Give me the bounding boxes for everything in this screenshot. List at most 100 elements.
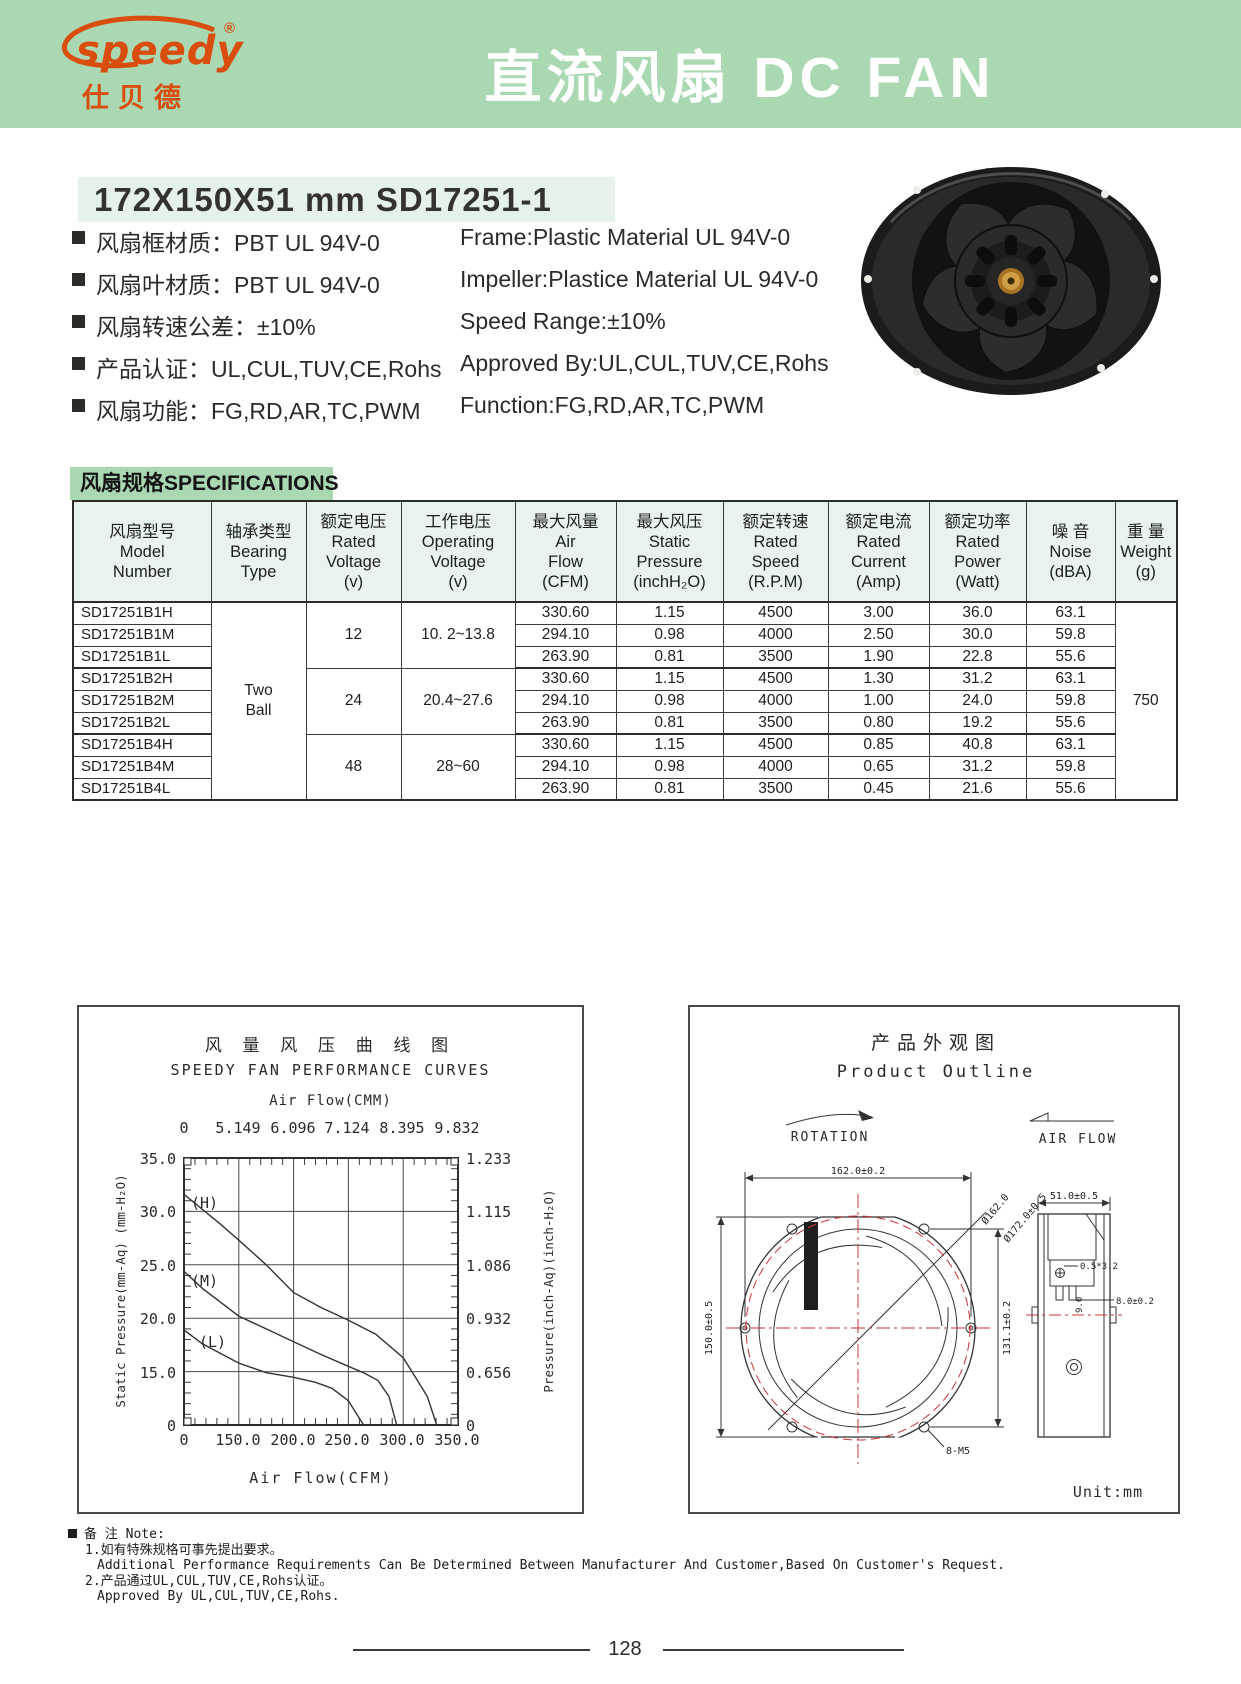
cell-airflow: 294.10 [514,755,617,779]
left-tick: 25.0 [139,1257,176,1275]
cell-model: SD17251B1H [72,601,212,625]
column-header: 重 量 Weight (g) [1114,500,1178,603]
left-tick: 20.0 [139,1310,176,1328]
table-row: SD17251B4H 48 28~60 330.60 1.15 4500 0.8… [72,733,1177,801]
page-number: 128 [608,1638,642,1660]
bottom-tick: 150.0 [215,1431,261,1449]
cell-voltage: 12 [305,601,402,669]
cell-noise: 63.1 [1025,601,1116,625]
left-tick: 35.0 [139,1150,176,1168]
cell-current: 0.85 [827,733,930,757]
cell-power: 24.0 [928,689,1027,713]
spec-cn: 风扇转速公差：±10% [96,314,316,340]
cell-airflow: 263.90 [514,777,617,801]
column-header: 额定电压 Rated Voltage (v) [305,500,402,603]
cell-model: SD17251B1M [72,623,212,647]
spec-en: Speed Range:±10% [460,308,666,334]
table-header-row: 风扇型号 Model Number 轴承类型 Bearing Type 额定电压… [72,500,1178,603]
cell-pressure: 0.81 [615,711,724,735]
bottom-tick: 250.0 [324,1431,370,1449]
cell-pressure: 1.15 [615,667,724,691]
cell-current: 0.65 [827,755,930,779]
top-tick: 0 [179,1119,189,1137]
cell-speed: 4500 [722,601,829,625]
spec-en: Frame:Plastic Material UL 94V-0 [460,224,791,250]
specifications-table: 风扇型号 Model Number 轴承类型 Bearing Type 额定电压… [72,500,1178,801]
cell-current: 1.00 [827,689,930,713]
spec-en: Function:FG,RD,AR,TC,PWM [460,392,765,418]
right-tick: 0 [466,1417,476,1435]
front-view: 162.0±0.2 150.0±0.5 131.1±0.2 Ø162.0 Ø17… [704,1166,1049,1464]
outline-drawing: 产品外观图 Product Outline ROTATION AIR FLOW [704,1032,1154,1501]
cell-noise: 55.6 [1025,711,1116,735]
cell-speed: 4000 [722,755,829,779]
cell-power: 22.8 [928,645,1027,669]
column-header: 工作电压 Operating Voltage (v) [400,500,516,603]
left-tick: 15.0 [139,1364,176,1382]
cell-airflow: 330.60 [514,733,617,757]
column-header: 额定功率 Rated Power (Watt) [928,500,1027,603]
spec-cn: 产品认证：UL,CUL,TUV,CE,Rohs [96,356,442,382]
bottom-tick: 300.0 [379,1431,425,1449]
bullet-square-icon [72,231,85,244]
cell-noise: 63.1 [1025,733,1116,757]
cell-power: 36.0 [928,601,1027,625]
spec-cn: 风扇叶材质：PBT UL 94V-0 [96,272,380,298]
cell-pressure: 1.15 [615,733,724,757]
cell-speed: 3500 [722,711,829,735]
cell-airflow: 263.90 [514,711,617,735]
cell-power: 31.2 [928,667,1027,691]
fan-photo [855,162,1167,400]
cell-noise: 59.8 [1025,623,1116,647]
bottom-axis-label: Air Flow(CFM) [249,1469,393,1487]
bullet-square-icon [72,399,85,412]
bullet-square-icon [72,357,85,370]
cell-pressure: 0.98 [615,623,724,647]
bottom-tick: 0 [179,1431,189,1449]
cell-operating: 10. 2~13.8 [400,601,516,669]
cell-power: 30.0 [928,623,1027,647]
cell-noise: 59.8 [1025,689,1116,713]
performance-curves-chart [183,1157,459,1426]
table-row: SD17251B2L 263.90 0.81 3500 0.80 19.2 55… [72,711,1177,735]
dim-height: 150.0±0.5 [704,1301,715,1355]
spec-en: Impeller:Plastice Material UL 94V-0 [460,266,819,292]
left-tick: 0 [166,1417,176,1435]
bullet-square-icon [68,1529,77,1538]
outline-title-en: Product Outline [837,1062,1036,1082]
cell-power: 21.6 [928,777,1027,801]
spec-en: Approved By:UL,CUL,TUV,CE,Rohs [460,350,829,376]
cell-bearing: Two Ball [210,601,307,801]
logo-swoosh-icon [61,15,215,69]
column-header: 额定电流 Rated Current (Amp) [827,500,930,603]
spec-item: 风扇转速公差：±10% Speed Range:±10% [70,306,850,348]
column-header: 风扇型号 Model Number [72,500,212,603]
spec-cn: 风扇功能：FG,RD,AR,TC,PWM [96,398,421,424]
cell-speed: 4500 [722,667,829,691]
cell-speed: 4000 [722,689,829,713]
right-tick: 0.656 [466,1364,512,1382]
fan-image [861,167,1161,395]
cell-power: 31.2 [928,755,1027,779]
top-tick: 6.096 [270,1119,316,1137]
cell-airflow: 263.90 [514,645,617,669]
header-band: speedy ® 仕贝德 直流风扇 DC FAN [0,0,1241,128]
brand-logo: speedy ® 仕贝德 [46,14,266,120]
logo-wordmark: speedy [76,28,244,74]
cell-power: 19.2 [928,711,1027,735]
top-axis-label: Air Flow(CMM) [269,1093,392,1109]
cell-current: 0.45 [827,777,930,801]
note-item-cn: 2.产品通过UL,CUL,TUV,CE,Rohs认证。 [85,1573,333,1589]
airflow-label: AIR FLOW [1039,1132,1118,1147]
column-header: 额定转速 Rated Speed (R.P.M) [722,500,829,603]
cell-weight: 750 [1114,601,1178,801]
right-tick: 1.115 [466,1203,512,1221]
right-tick: 1.086 [466,1257,512,1275]
column-header: 噪 音 Noise (dBA) [1025,500,1116,603]
cell-noise: 55.6 [1025,645,1116,669]
cell-operating: 28~60 [400,733,516,801]
cell-pressure: 0.81 [615,777,724,801]
dim-depth: 51.0±0.5 [1050,1191,1098,1202]
table-row: SD17251B2M 294.10 0.98 4000 1.00 24.0 59… [72,689,1177,713]
cell-speed: 4000 [722,623,829,647]
